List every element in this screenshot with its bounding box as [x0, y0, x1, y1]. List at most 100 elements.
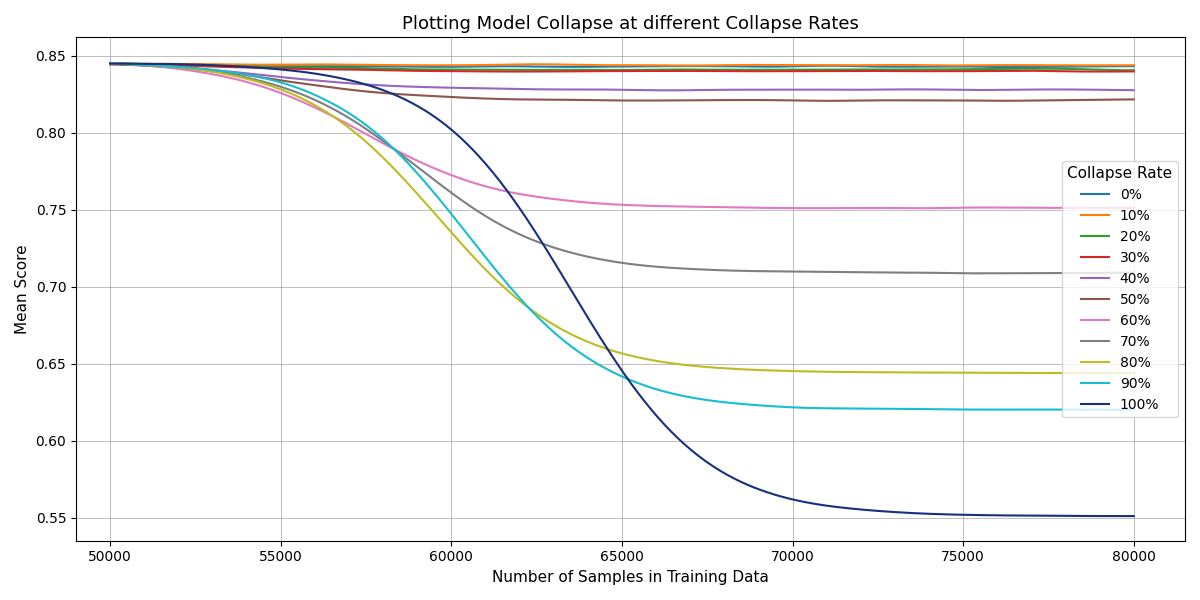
- 80%: [709, 364, 724, 371]
- 70%: [970, 270, 984, 277]
- 80%: [1031, 370, 1045, 377]
- 20%: [730, 66, 744, 73]
- 100%: [1127, 512, 1141, 520]
- 30%: [733, 68, 748, 75]
- 10%: [103, 61, 118, 68]
- 0%: [1127, 62, 1141, 70]
- 10%: [107, 61, 121, 68]
- Line: 80%: 80%: [110, 64, 1134, 373]
- 100%: [1031, 512, 1045, 519]
- 60%: [103, 59, 118, 67]
- 100%: [103, 60, 118, 67]
- 60%: [1034, 204, 1049, 211]
- 50%: [970, 97, 984, 104]
- 10%: [737, 61, 751, 68]
- 40%: [1034, 86, 1049, 93]
- 50%: [103, 61, 118, 68]
- 0%: [709, 62, 724, 70]
- Line: 40%: 40%: [110, 64, 1134, 91]
- 30%: [510, 68, 524, 75]
- 100%: [107, 60, 121, 67]
- 50%: [1127, 96, 1141, 103]
- 60%: [911, 205, 925, 212]
- 80%: [1079, 370, 1093, 377]
- 90%: [709, 398, 724, 405]
- 100%: [709, 464, 724, 472]
- 60%: [713, 203, 727, 211]
- 90%: [713, 398, 727, 405]
- 80%: [713, 364, 727, 371]
- 20%: [709, 66, 724, 73]
- 30%: [970, 67, 984, 74]
- 80%: [103, 60, 118, 67]
- 80%: [966, 369, 980, 376]
- 20%: [107, 60, 121, 67]
- 90%: [103, 60, 118, 67]
- 40%: [107, 60, 121, 67]
- 20%: [1031, 65, 1045, 72]
- 70%: [107, 60, 121, 67]
- Y-axis label: Mean Score: Mean Score: [14, 244, 30, 334]
- 0%: [1007, 64, 1021, 71]
- 100%: [713, 467, 727, 474]
- 0%: [730, 63, 744, 70]
- 50%: [1034, 97, 1049, 104]
- Line: 0%: 0%: [110, 63, 1134, 67]
- 10%: [972, 62, 986, 69]
- 80%: [730, 365, 744, 373]
- 100%: [730, 476, 744, 484]
- 90%: [966, 406, 980, 413]
- 90%: [107, 60, 121, 67]
- 20%: [103, 60, 118, 67]
- Line: 70%: 70%: [110, 64, 1134, 274]
- 40%: [1127, 86, 1141, 94]
- 60%: [107, 59, 121, 67]
- 90%: [1127, 406, 1141, 413]
- 10%: [1038, 62, 1052, 69]
- X-axis label: Number of Samples in Training Data: Number of Samples in Training Data: [492, 570, 769, 585]
- 50%: [822, 97, 836, 104]
- 10%: [148, 60, 162, 67]
- 50%: [713, 97, 727, 104]
- 80%: [107, 60, 121, 67]
- 30%: [713, 68, 727, 75]
- 10%: [719, 61, 733, 68]
- 70%: [713, 266, 727, 274]
- 70%: [1127, 269, 1141, 276]
- 20%: [713, 66, 727, 73]
- 90%: [730, 400, 744, 407]
- 70%: [966, 270, 980, 277]
- 30%: [107, 61, 121, 68]
- 80%: [1127, 370, 1141, 377]
- Line: 20%: 20%: [110, 64, 1134, 70]
- 0%: [107, 59, 121, 67]
- 60%: [1127, 205, 1141, 212]
- Line: 50%: 50%: [110, 64, 1134, 101]
- 40%: [970, 86, 984, 94]
- 0%: [1034, 63, 1049, 70]
- 70%: [730, 267, 744, 274]
- 30%: [1034, 67, 1049, 74]
- 10%: [678, 62, 692, 69]
- 60%: [709, 203, 724, 211]
- 50%: [730, 97, 744, 104]
- 20%: [966, 65, 980, 73]
- 70%: [709, 266, 724, 274]
- 60%: [730, 204, 744, 211]
- Line: 30%: 30%: [110, 64, 1134, 71]
- 10%: [1127, 62, 1141, 69]
- 0%: [713, 62, 727, 70]
- Line: 100%: 100%: [110, 64, 1134, 516]
- 30%: [103, 61, 118, 68]
- 40%: [103, 60, 118, 67]
- 10%: [715, 61, 730, 68]
- 90%: [1031, 406, 1045, 413]
- Title: Plotting Model Collapse at different Collapse Rates: Plotting Model Collapse at different Col…: [402, 15, 859, 33]
- 30%: [715, 68, 730, 75]
- 40%: [715, 86, 730, 94]
- 100%: [966, 511, 980, 518]
- Legend: 0%, 10%, 20%, 30%, 40%, 50%, 60%, 70%, 80%, 90%, 100%: 0%, 10%, 20%, 30%, 40%, 50%, 60%, 70%, 8…: [1062, 161, 1178, 417]
- Line: 60%: 60%: [110, 63, 1134, 208]
- 90%: [1079, 406, 1093, 413]
- 40%: [713, 86, 727, 94]
